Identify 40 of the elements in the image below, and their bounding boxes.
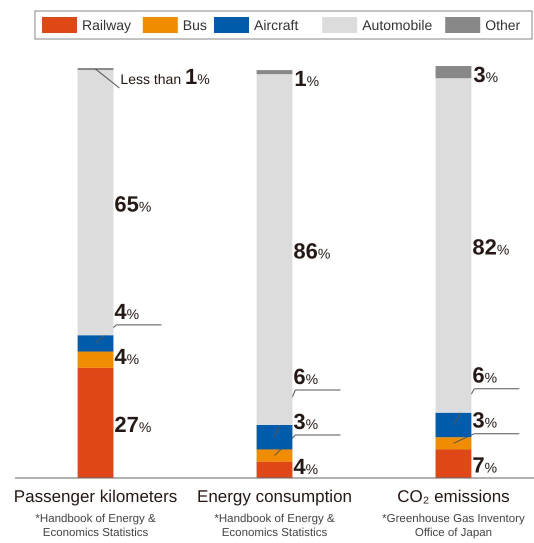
bar (436, 449, 472, 478)
data-label: 3% (472, 408, 498, 433)
text: *Handbook of Energy & Economics Statistics (35, 513, 156, 539)
data-label: 4% (293, 454, 318, 479)
data-label: 82% (472, 234, 510, 260)
bar (256, 449, 292, 462)
bar (436, 437, 472, 450)
data-label: 86% (293, 238, 330, 264)
data-label: 27% (114, 412, 152, 437)
data-label: 4% (114, 344, 140, 369)
data-label: 3% (293, 409, 318, 434)
bar (256, 74, 292, 425)
data-label: 7% (472, 452, 498, 478)
bar (78, 352, 114, 368)
legend-label: Bus (182, 17, 207, 33)
data-label: 6% (293, 364, 318, 389)
bar (256, 70, 292, 74)
data-label: Less than 1% (120, 64, 210, 90)
legend-label: Aircraft (254, 17, 298, 33)
x-tick-label: CO₂ emissions (397, 487, 510, 506)
bar (78, 335, 114, 352)
bar (256, 424, 292, 450)
bar (436, 78, 472, 413)
data-label: 4% (114, 298, 140, 324)
text: *Greenhouse Gas Inventory Office of Japan (382, 513, 525, 539)
x-tick-label: Energy consumption (197, 487, 352, 506)
bar (78, 368, 114, 478)
data-label: 3% (473, 62, 498, 87)
data-label: 65% (114, 192, 152, 217)
data-label: 1% (294, 66, 320, 92)
bar (436, 66, 472, 78)
bar (436, 412, 472, 438)
legend-label: Other (485, 17, 521, 33)
bar (78, 70, 114, 336)
legend-label: Railway (82, 17, 132, 33)
legend-label: Automobile (362, 17, 432, 33)
bar (256, 462, 292, 478)
x-tick-label: Passenger kilometers (14, 487, 178, 506)
text: *Handbook of Energy & Economics Statistics (214, 513, 335, 539)
data-label: 6% (472, 362, 498, 388)
